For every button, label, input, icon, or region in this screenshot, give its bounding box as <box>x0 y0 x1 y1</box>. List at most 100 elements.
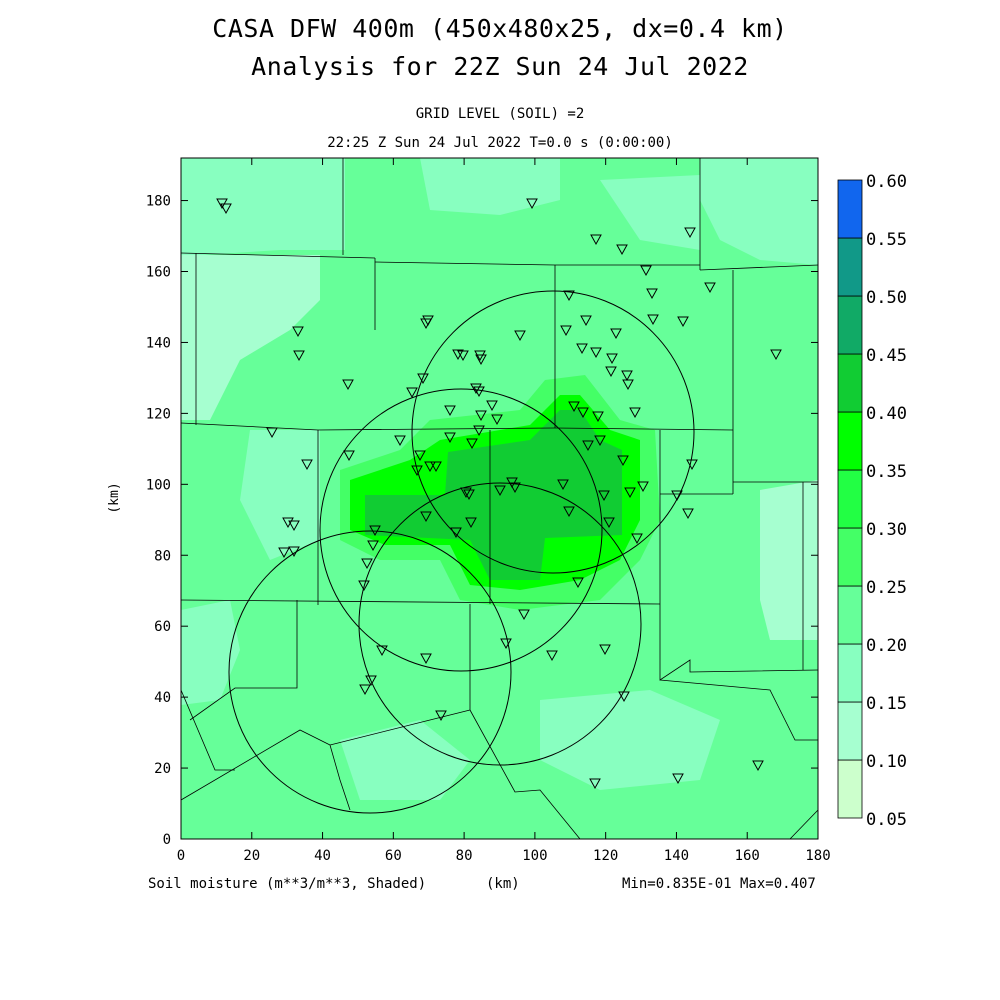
station-marker <box>589 778 601 790</box>
station-marker <box>576 343 588 355</box>
station-marker <box>568 401 580 413</box>
station-marker <box>220 203 232 215</box>
station-marker <box>494 485 506 497</box>
grid-level-label: GRID LEVEL (SOIL) =2 <box>415 106 585 122</box>
station-marker <box>463 489 475 501</box>
y-tick-label: 160 <box>146 265 171 281</box>
colorbar-swatch <box>837 411 863 471</box>
station-marker <box>582 440 594 452</box>
colorbar-swatch <box>837 295 863 355</box>
station-marker <box>361 558 373 570</box>
station-marker <box>282 517 294 529</box>
min-max-label: Min=0.835E-01 Max=0.407 <box>622 876 816 892</box>
station-marker <box>631 533 643 545</box>
station-marker <box>369 525 381 537</box>
station-marker <box>491 414 503 426</box>
station-marker <box>590 347 602 359</box>
radar-ring <box>228 530 512 814</box>
map-title-line2: Analysis for 22Z Sun 24 Jul 2022 <box>251 52 749 81</box>
station-marker <box>560 325 572 337</box>
station-marker <box>486 400 498 412</box>
colorbar-label: 0.05 <box>866 810 907 830</box>
station-marker <box>617 455 629 467</box>
station-marker <box>526 198 538 210</box>
station-marker <box>610 328 622 340</box>
variable-label: Soil moisture (m**3/m**3, Shaded) <box>148 876 427 892</box>
station-marker <box>435 710 447 722</box>
y-tick-label: 80 <box>154 548 171 564</box>
valid-time-label: 22:25 Z Sun 24 Jul 2022 T=0.0 s (0:00:00… <box>327 135 673 151</box>
station-marker <box>637 481 649 493</box>
station-marker <box>394 435 406 447</box>
y-tick-label: 100 <box>146 477 171 493</box>
station-marker <box>414 450 426 462</box>
x-unit-label: (km) <box>486 876 520 892</box>
radar-range-rings <box>228 290 695 814</box>
colorbar-label: 0.15 <box>866 694 907 714</box>
station-marker <box>417 373 429 385</box>
station-marker <box>592 411 604 423</box>
station-marker <box>430 461 442 473</box>
colorbar-swatch <box>837 585 863 645</box>
station-marker <box>406 387 418 399</box>
station-marker <box>466 438 478 450</box>
colorbar-label: 0.40 <box>866 404 907 424</box>
y-tick-label: 120 <box>146 406 171 422</box>
colorbar-swatch <box>837 701 863 761</box>
colorbar-label: 0.35 <box>866 462 907 482</box>
plot-frame <box>180 157 819 840</box>
station-marker <box>292 326 304 338</box>
y-tick-label: 60 <box>154 619 171 635</box>
y-tick-label: 180 <box>146 194 171 210</box>
x-tick-label: 100 <box>522 848 547 864</box>
station-marker <box>618 691 630 703</box>
station-marker <box>647 314 659 326</box>
radar-ring <box>358 482 642 766</box>
x-axis: 0 20 40 60 80 100 120 140 160 180 <box>177 158 831 864</box>
station-marker <box>606 353 618 365</box>
station-marker <box>704 282 716 294</box>
x-tick-label: 40 <box>314 848 331 864</box>
colorbar-label: 0.50 <box>866 288 907 308</box>
station-marker <box>580 315 592 327</box>
colorbar-swatch <box>837 469 863 529</box>
colorbar-swatch <box>837 527 863 587</box>
station-marker <box>752 760 764 772</box>
station-marker <box>557 479 569 491</box>
station-marker <box>450 527 462 539</box>
station-marker <box>518 609 530 621</box>
station-marker <box>563 506 575 518</box>
station-marker <box>629 407 641 419</box>
station-marker <box>424 461 436 473</box>
colorbar: 0.05 0.10 0.15 0.20 0.25 0.30 0.35 0.40 0.45 0.50… <box>837 172 907 830</box>
station-marker <box>420 511 432 523</box>
x-tick-label: 120 <box>593 848 618 864</box>
colorbar-label: 0.10 <box>866 752 907 772</box>
colorbar-swatch <box>837 643 863 703</box>
station-marker <box>465 517 477 529</box>
colorbar-label: 0.55 <box>866 230 907 250</box>
station-marker <box>365 675 377 687</box>
station-marker <box>288 520 300 532</box>
colorbar-label: 0.45 <box>866 346 907 366</box>
station-marker <box>457 350 469 362</box>
station-marker <box>672 773 684 785</box>
station-marker <box>603 517 615 529</box>
station-marker <box>605 366 617 378</box>
x-tick-label: 180 <box>805 848 830 864</box>
station-marker <box>646 288 658 300</box>
radar-ring <box>319 388 603 672</box>
colorbar-swatch <box>837 759 863 819</box>
station-marker <box>616 244 628 256</box>
station-markers <box>216 198 782 790</box>
x-tick-label: 60 <box>385 848 402 864</box>
station-marker <box>278 547 290 559</box>
station-marker <box>594 435 606 447</box>
station-marker <box>590 234 602 246</box>
station-marker <box>411 465 423 477</box>
map-title-line1: CASA DFW 400m (450x480x25, dx=0.4 km) <box>212 14 788 43</box>
y-axis: 0 20 40 60 80 100 120 140 160 180 <box>146 194 818 848</box>
station-marker <box>470 383 482 395</box>
colorbar-label: 0.30 <box>866 520 907 540</box>
